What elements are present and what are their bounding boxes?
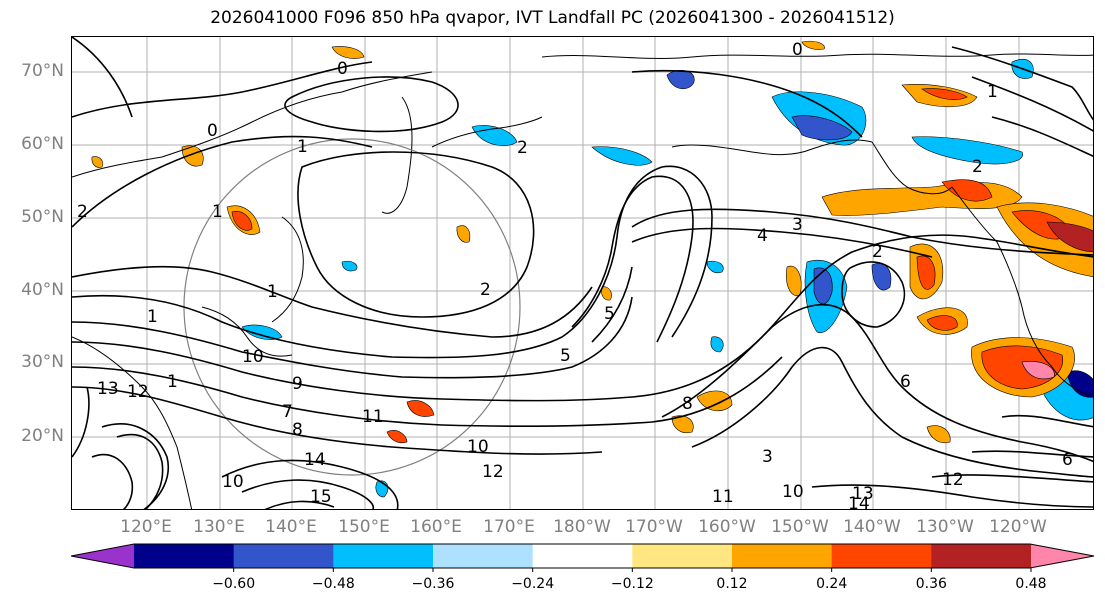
contour-label: 2 (77, 202, 88, 222)
colorbar-swatch (1031, 544, 1094, 568)
colorbar-tick-label: 0.36 (915, 576, 947, 592)
contour-label: 2 (480, 280, 491, 300)
contour-label: 0 (337, 59, 348, 79)
lon-label-130w: 130°W (916, 517, 974, 537)
contour-label: 8 (292, 420, 303, 440)
contour-label: 12 (942, 470, 964, 490)
contour-label: 7 (282, 402, 293, 422)
contour-label: 5 (604, 304, 615, 324)
colorbar-swatch (71, 544, 134, 568)
colorbar-swatch (433, 544, 534, 568)
lat-label-30n: 30°N (21, 352, 64, 372)
colorbar-swatch (732, 544, 833, 568)
contour-label: 11 (362, 407, 384, 427)
contour-label: 4 (757, 226, 768, 246)
contour-label: 12 (482, 462, 504, 482)
contour-label: 1 (167, 372, 178, 392)
colorbar-swatch (532, 544, 633, 568)
contour-label: 0 (792, 40, 803, 60)
graticule (72, 37, 1093, 509)
contour-label: 3 (792, 215, 803, 235)
colorbar-tick-label: −0.48 (311, 576, 355, 592)
lon-label-140w: 140°W (843, 517, 901, 537)
colorbar-tick-label: 0.24 (816, 576, 848, 592)
lat-label-20n: 20°N (21, 426, 64, 446)
colorbar-swatch (134, 544, 235, 568)
colorbar-swatch (333, 544, 434, 568)
contour-label: 9 (292, 374, 303, 394)
contour-label: 13 (97, 379, 119, 399)
contour-label: 1 (987, 82, 998, 102)
map-title: 2026041000 F096 850 hPa qvapor, IVT Land… (210, 8, 895, 28)
colorbar-swatch (931, 544, 1032, 568)
anomaly-shading (91, 40, 1093, 498)
contour-label: 0 (207, 121, 218, 141)
lon-label-150w: 150°W (771, 517, 829, 537)
coastlines (72, 53, 1093, 509)
lat-label-60n: 60°N (21, 134, 64, 154)
colorbar-tick-label: 0.12 (716, 576, 748, 592)
contour-label: 1 (297, 137, 308, 157)
colorbar-swatch (831, 544, 932, 568)
colorbar-tick-label: −0.60 (212, 576, 256, 592)
lon-label-140e: 140°E (265, 517, 317, 537)
contour-label: 10 (782, 482, 804, 502)
lon-label-180w: 180°W (553, 517, 611, 537)
contour-label-group: 0 0 0 1 1 1 1 1 1 2 2 2 2 2 3 3 4 5 5 6 … (77, 40, 1073, 510)
colorbar-tick-label: 0.48 (1015, 576, 1047, 592)
colorbar-swatch (233, 544, 334, 568)
colorbar-tick-label: −0.12 (610, 576, 654, 592)
radius-circle (183, 138, 521, 476)
lat-label-50n: 50°N (21, 207, 64, 227)
contour-label: 10 (242, 347, 264, 367)
contour-label: 12 (127, 382, 149, 402)
lon-label-120w: 120°W (989, 517, 1047, 537)
lon-label-160w: 160°W (698, 517, 756, 537)
lon-label-130e: 130°E (193, 517, 245, 537)
lon-label-120e: 120°E (120, 517, 172, 537)
contour-label: 1 (212, 202, 223, 222)
contour-label: 6 (900, 372, 911, 392)
contour-lines (72, 37, 1093, 509)
contour-label: 2 (872, 242, 883, 262)
colorbar-swatch (632, 544, 733, 568)
lat-label-70n: 70°N (21, 61, 64, 81)
contour-label: 10 (467, 437, 489, 457)
map-panel: 0 0 0 1 1 1 1 1 1 2 2 2 2 2 3 3 4 5 5 6 … (71, 36, 1094, 510)
contour-label: 13 (852, 484, 874, 504)
colorbar-outline (70, 543, 1095, 569)
contour-label: 5 (560, 346, 571, 366)
contour-label: 6 (1062, 450, 1073, 470)
contour-label: 2 (517, 138, 528, 158)
contour-label: 15 (310, 487, 332, 507)
colorbar-swatches (71, 544, 1094, 572)
map-canvas: 0 0 0 1 1 1 1 1 1 2 2 2 2 2 3 3 4 5 5 6 … (72, 37, 1093, 510)
contour-label: 2 (972, 157, 983, 177)
lon-label-170e: 170°E (483, 517, 535, 537)
contour-label: 10 (222, 472, 244, 492)
contour-label: 1 (267, 282, 278, 302)
contour-label: 3 (762, 447, 773, 467)
colorbar-tick-label: −0.24 (511, 576, 555, 592)
contour-label: 11 (712, 487, 734, 507)
contour-label: 8 (682, 394, 693, 414)
contour-label: 14 (848, 494, 870, 510)
lon-label-170w: 170°W (625, 517, 683, 537)
contour-label: 1 (147, 307, 158, 327)
lon-label-150e: 150°E (338, 517, 390, 537)
colorbar-tick-label: 0.60 (1101, 576, 1105, 592)
lat-label-40n: 40°N (21, 280, 64, 300)
colorbar-tick-label: −0.36 (411, 576, 455, 592)
lon-label-160e: 160°E (410, 517, 462, 537)
contour-label: 14 (304, 450, 326, 470)
